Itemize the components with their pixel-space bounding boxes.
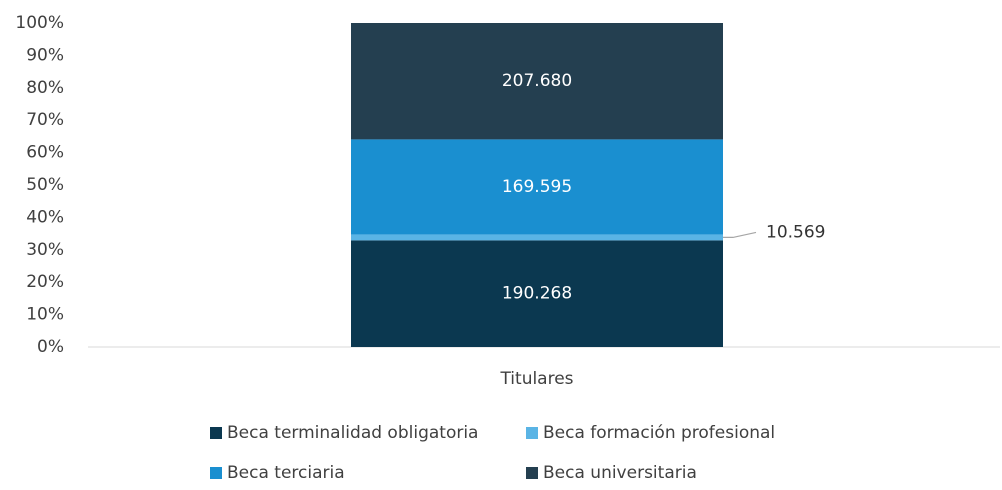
leader-line xyxy=(723,231,757,239)
y-tick-label: 90% xyxy=(26,45,64,65)
data-label: 190.268 xyxy=(502,284,572,304)
bar-segment xyxy=(351,234,723,241)
bar-segment xyxy=(351,23,723,140)
y-tick-label: 80% xyxy=(26,78,64,98)
bar-segment xyxy=(351,240,723,347)
y-tick-label: 70% xyxy=(26,110,64,130)
legend-label: Beca universitaria xyxy=(543,463,697,483)
legend-label: Beca formación profesional xyxy=(543,423,775,443)
y-tick-label: 0% xyxy=(37,337,64,357)
y-tick-label: 50% xyxy=(26,175,64,195)
y-tick-label: 20% xyxy=(26,272,64,292)
x-tick-label: Titulares xyxy=(499,369,573,389)
legend-swatch xyxy=(210,467,222,479)
data-label: 169.595 xyxy=(502,177,572,197)
legend-swatch xyxy=(526,467,538,479)
y-tick-label: 40% xyxy=(26,207,64,227)
data-label: 10.569 xyxy=(766,222,825,242)
y-tick-label: 100% xyxy=(15,13,64,33)
legend-label: Beca terciaria xyxy=(227,463,345,483)
legend-swatch xyxy=(526,427,538,439)
y-tick-label: 30% xyxy=(26,240,64,260)
data-label: 207.680 xyxy=(502,71,572,91)
legend-swatch xyxy=(210,427,222,439)
y-tick-label: 60% xyxy=(26,143,64,163)
bar-segment xyxy=(351,139,723,235)
legend-label: Beca terminalidad obligatoria xyxy=(227,423,478,443)
y-tick-label: 10% xyxy=(26,305,64,325)
